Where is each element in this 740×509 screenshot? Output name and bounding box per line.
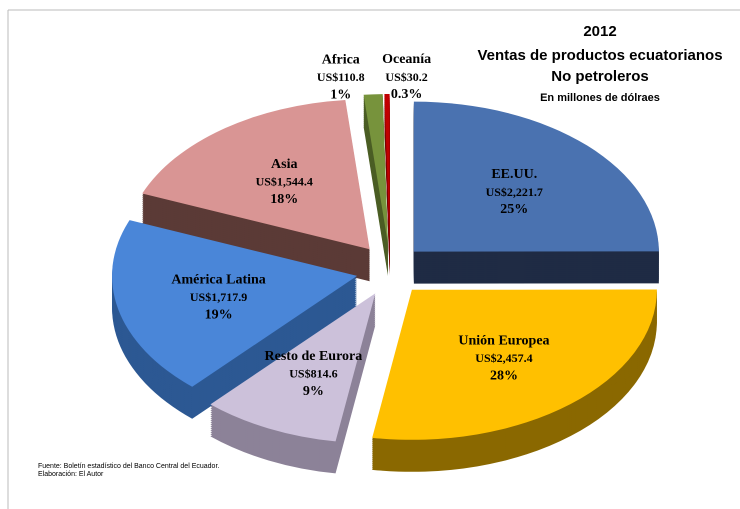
percent-label: 19% <box>205 308 233 323</box>
slice <box>413 101 659 252</box>
pie <box>112 94 659 474</box>
percent-label: 18% <box>270 192 298 207</box>
percent-label: 1% <box>330 88 351 103</box>
percent-label: 25% <box>500 202 528 217</box>
slice <box>363 94 388 245</box>
percent-label: 0.3% <box>391 87 423 102</box>
value-label: US$1,544.4 <box>256 174 313 188</box>
slice <box>372 289 657 440</box>
value-label: US$2,221.7 <box>486 185 543 199</box>
category-label: EE.UU. <box>491 167 537 182</box>
chart-title-line: Ventas de productos ecuatorianos <box>477 47 722 64</box>
category-label: Asia <box>271 157 297 172</box>
category-label: América Latina <box>171 273 265 288</box>
value-label: US$2,457.4 <box>475 351 532 365</box>
slice <box>142 99 370 250</box>
chart-title: 2012 <box>583 23 616 40</box>
value-label: US$1,717.9 <box>190 290 247 304</box>
value-label: US$30.2 <box>385 70 427 84</box>
category-label: Resto de Eurora <box>265 349 363 364</box>
value-label: US$814.6 <box>289 366 337 380</box>
category-label: Unión Europea <box>458 333 549 348</box>
category-label: Oceanía <box>382 52 431 67</box>
slice <box>112 220 358 387</box>
source-note: Fuente: Boletín estadístico del Banco Ce… <box>38 463 219 470</box>
slice <box>384 94 390 245</box>
percent-label: 9% <box>303 384 324 399</box>
author-note: Elaboración: El Autor <box>38 471 104 478</box>
percent-label: 28% <box>490 368 518 383</box>
chart-subtitle: En millones de dólraes <box>540 92 660 104</box>
value-label: US$110.8 <box>317 70 365 84</box>
category-label: Africa <box>322 53 360 68</box>
chart-title-line: No petroleros <box>551 68 649 85</box>
slice <box>210 293 376 442</box>
